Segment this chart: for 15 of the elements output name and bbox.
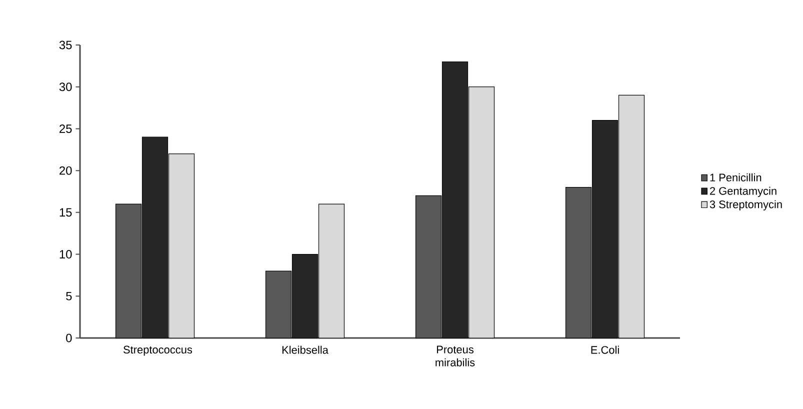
y-tick-label: 15 xyxy=(60,208,72,217)
x-tick-label: Streptococcus xyxy=(124,346,192,356)
legend-label: 2 Gentamycin xyxy=(710,186,776,197)
y-tick-label: 10 xyxy=(60,250,72,259)
legend-label: 1 Penicillin xyxy=(710,173,762,182)
legend-label: 3 Streptomycin xyxy=(710,200,782,210)
x-tick-label: E.Coli xyxy=(591,346,619,354)
y-tick-label: 20 xyxy=(60,166,72,175)
y-tick-label: 5 xyxy=(66,292,72,300)
x-tick-label: Kleibsella xyxy=(282,346,328,354)
x-tick-label: Proteus mirabilis xyxy=(436,346,475,366)
y-tick-label: 25 xyxy=(60,124,72,133)
y-tick-label: 0 xyxy=(66,334,72,342)
y-tick-label: 30 xyxy=(59,82,72,92)
y-tick-label: 35 xyxy=(59,40,72,50)
